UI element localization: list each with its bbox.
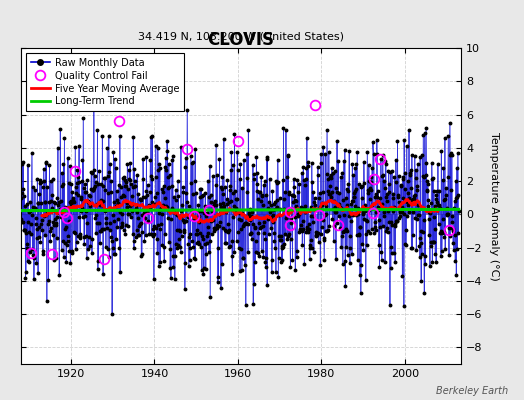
Text: Berkeley Earth: Berkeley Earth	[436, 386, 508, 396]
Title: CLOVIS: CLOVIS	[208, 31, 275, 49]
Text: 34.419 N, 103.200 W (United States): 34.419 N, 103.200 W (United States)	[138, 32, 344, 42]
Legend: Raw Monthly Data, Quality Control Fail, Five Year Moving Average, Long-Term Tren: Raw Monthly Data, Quality Control Fail, …	[26, 53, 184, 111]
Y-axis label: Temperature Anomaly (°C): Temperature Anomaly (°C)	[489, 132, 499, 280]
